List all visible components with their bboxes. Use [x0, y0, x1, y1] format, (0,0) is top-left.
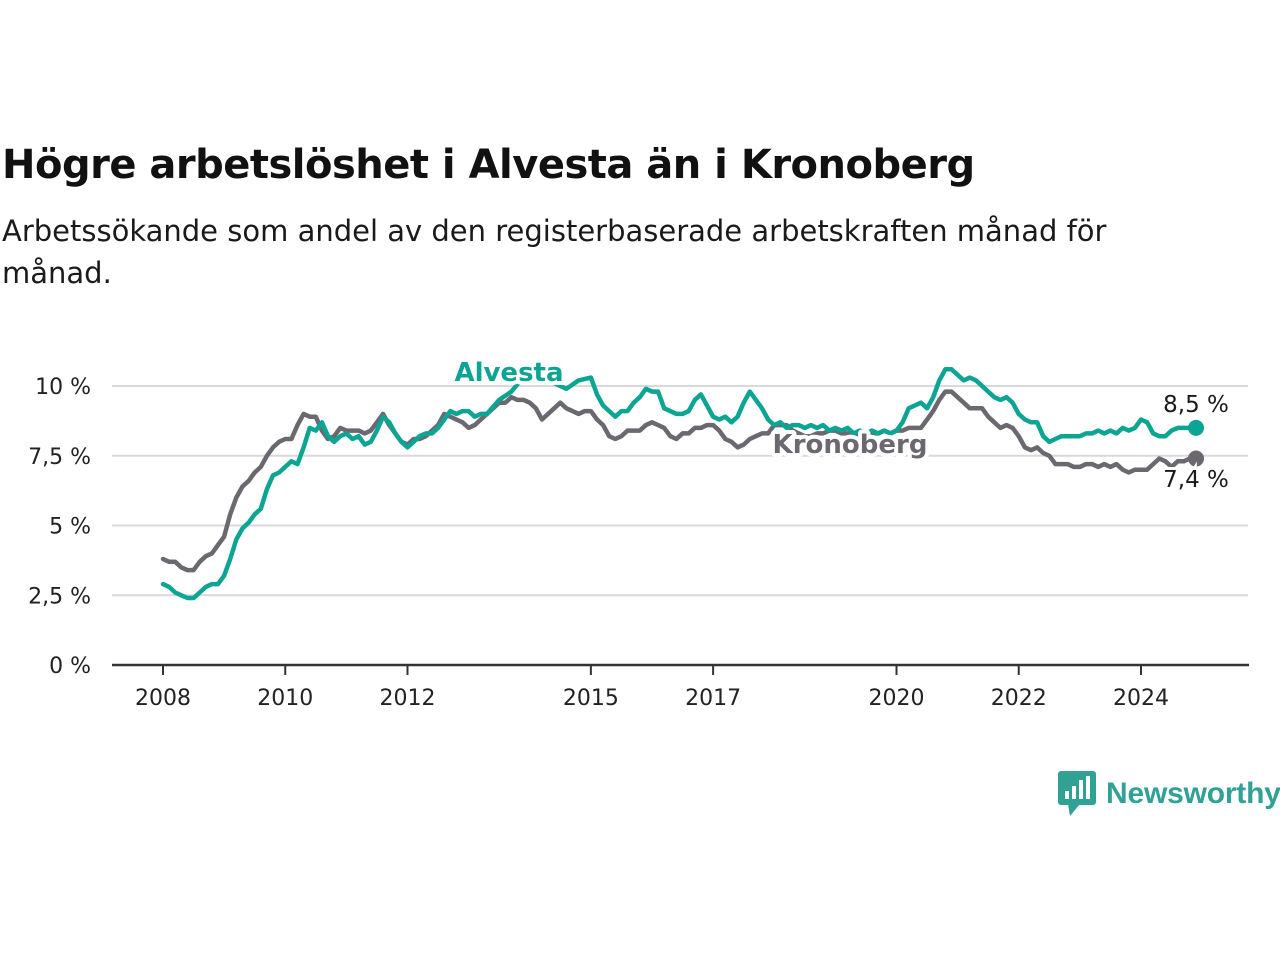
x-tick-label: 2015 — [563, 686, 619, 711]
end-marker-alvesta — [1188, 419, 1204, 436]
x-tick-label: 2017 — [685, 686, 741, 711]
chart-subtitle: Arbetssökande som andel av den registerb… — [2, 214, 1107, 290]
grid-lines — [112, 385, 1248, 597]
series-label-alvesta: Alvesta — [454, 358, 563, 388]
y-tick-label: 7,5 % — [28, 445, 91, 470]
x-tick-label: 2022 — [991, 686, 1047, 711]
x-tick-label: 2008 — [135, 686, 191, 711]
series-labels: Alvesta Kronoberg 8,5 % 7,4 % — [450, 354, 1231, 496]
newsworthy-logo-icon — [1058, 771, 1096, 816]
x-tick-label: 2010 — [257, 686, 313, 711]
y-axis-ticks: 0 % 2,5 % 5 % 7,5 % 10 % — [28, 375, 91, 679]
y-tick-label: 0 % — [49, 654, 91, 679]
end-label-alvesta: 8,5 % — [1163, 392, 1229, 418]
x-tick-label: 2012 — [379, 686, 435, 711]
y-tick-label: 2,5 % — [28, 584, 91, 609]
series-line-kronoberg — [160, 389, 1199, 573]
series-label-kronoberg: Kronoberg — [773, 430, 928, 460]
y-tick-label: 5 % — [49, 515, 91, 540]
series-layer — [160, 367, 1204, 601]
series-line-alvesta — [160, 367, 1199, 601]
end-label-kronoberg: 7,4 % — [1163, 467, 1229, 493]
chart-title: Högre arbetslöshet i Alvesta än i Kronob… — [2, 142, 975, 188]
x-tick-label: 2024 — [1113, 686, 1169, 711]
x-tick-label: 2020 — [868, 686, 924, 711]
newsworthy-brand[interactable]: Newsworthy — [1058, 771, 1280, 816]
end-marker-kronoberg — [1188, 450, 1204, 467]
x-axis: 2008 2010 2012 2015 2017 2020 2022 2024 — [112, 663, 1249, 711]
brand-name: Newsworthy — [1106, 777, 1280, 810]
y-tick-label: 10 % — [35, 375, 91, 400]
